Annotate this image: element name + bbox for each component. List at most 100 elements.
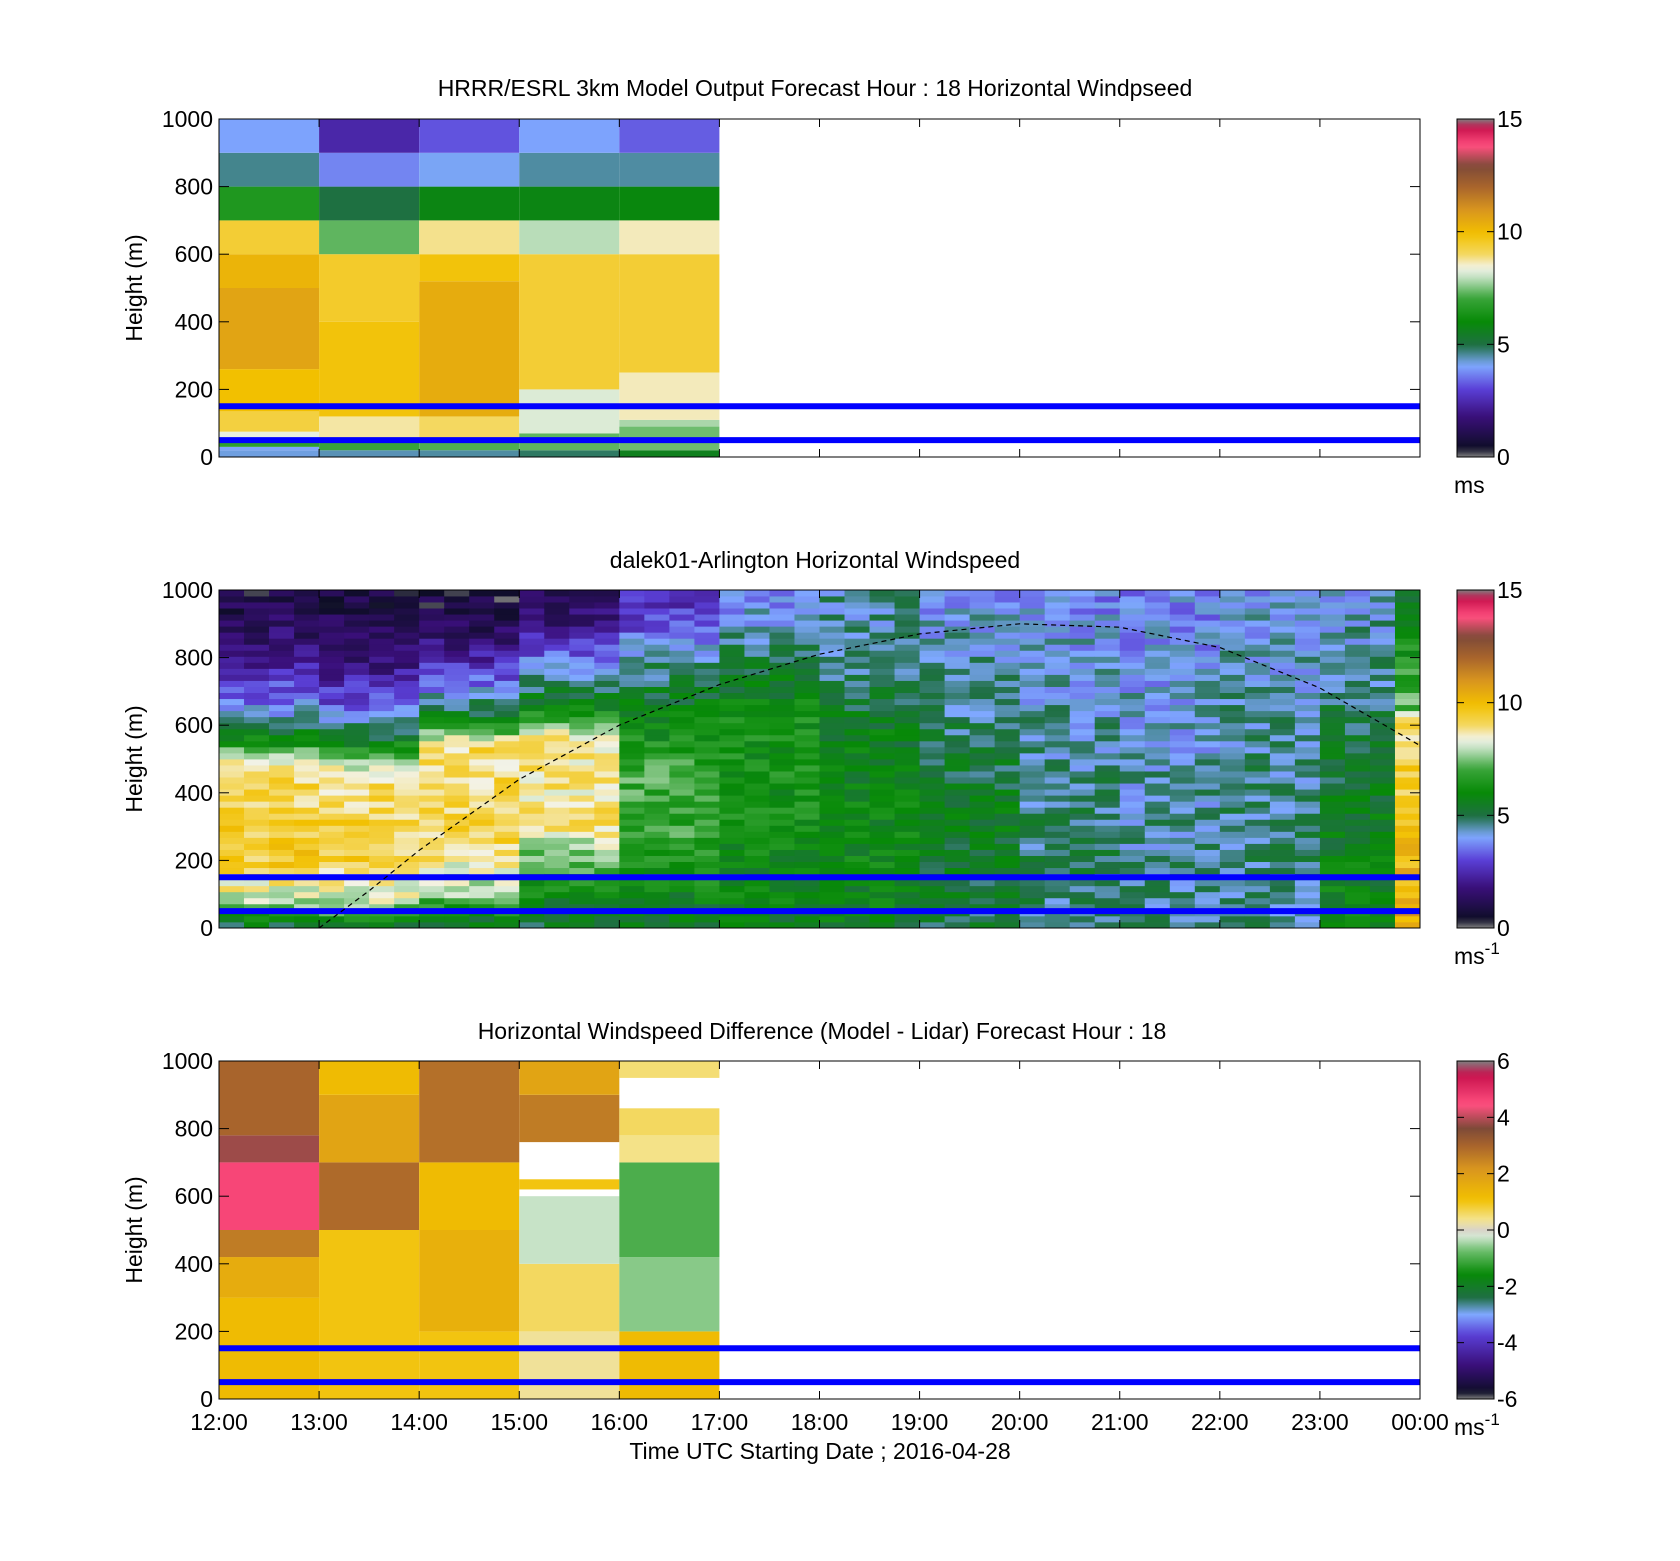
- heatmap-cell-5-15: [344, 831, 370, 838]
- heatmap-cell-15-54: [594, 596, 620, 603]
- heatmap-cell-19-48: [694, 632, 720, 639]
- heatmap-cell-39-29: [1194, 746, 1221, 754]
- heatmap-cell-39-24: [1194, 777, 1221, 784]
- heatmap-cell-46-21: [1369, 795, 1396, 802]
- heatmap-cell-15-16: [594, 825, 620, 832]
- heatmap-cell-30-41: [969, 674, 996, 681]
- heatmap-cell-19-7: [694, 879, 720, 887]
- heatmap-cell-14-9: [569, 867, 595, 875]
- heatmap-cell-30-38: [969, 692, 996, 700]
- heatmap-cell-47-15: [1394, 831, 1421, 838]
- heatmap-cell-43-37: [1294, 698, 1321, 706]
- heatmap-cell-31-44: [994, 656, 1021, 663]
- heatmap-cell-8-1: [419, 915, 445, 923]
- heatmap-cell-18-32: [669, 728, 695, 736]
- heatmap-cell-37-43: [1144, 662, 1171, 669]
- heatmap-cell-12-20: [519, 801, 545, 808]
- heatmap-cell-36-48: [1119, 632, 1146, 639]
- heatmap-cell-28-6: [919, 885, 945, 893]
- heatmap-cell-15-51: [594, 614, 620, 621]
- heatmap-cell-46-44: [1369, 656, 1396, 663]
- heatmap-cell-30-7: [969, 879, 996, 887]
- heatmap-cell-0-6: [219, 885, 245, 893]
- heatmap-cell-37-35: [1144, 710, 1171, 718]
- heatmap-cell-30-32: [969, 728, 996, 736]
- heatmap-cell-17-43: [644, 662, 670, 669]
- heatmap-cell-7-5: [394, 891, 420, 899]
- heatmap-cell-8-30: [419, 740, 445, 748]
- heatmap-cell-44-14: [1319, 837, 1346, 844]
- heatmap-cell-23-13: [794, 843, 820, 850]
- heatmap-cell-5-3: [344, 903, 370, 911]
- heatmap-cell-4-30: [319, 740, 345, 748]
- heatmap-cell-40-10: [1219, 861, 1246, 869]
- heatmap-cell-32-19: [1019, 807, 1046, 814]
- heatmap-cell-1-3: [319, 1061, 420, 1095]
- heatmap-cell-19-13: [694, 843, 720, 850]
- heatmap-cell-31-4: [994, 897, 1021, 905]
- heatmap-cell-42-12: [1269, 849, 1296, 856]
- heatmap-cell-45-46: [1344, 644, 1371, 651]
- heatmap-cell-18-51: [669, 614, 695, 621]
- heatmap-cell-46-20: [1369, 801, 1396, 808]
- heatmap-cell-9-30: [444, 740, 470, 748]
- heatmap-cell-39-1: [1194, 915, 1221, 923]
- heatmap-cell-9-28: [444, 752, 470, 760]
- heatmap-cell-39-35: [1194, 710, 1221, 718]
- heatmap-cell-0-55: [219, 590, 245, 597]
- heatmap-cell-33-32: [1044, 728, 1071, 736]
- heatmap-cell-17-1: [644, 915, 670, 923]
- heatmap-cell-25-26: [844, 765, 870, 772]
- heatmap-cell-23-40: [794, 680, 820, 687]
- heatmap-cell-28-31: [919, 734, 945, 742]
- heatmap-cell-47-1: [1394, 915, 1421, 923]
- heatmap-cell-31-40: [994, 680, 1021, 687]
- heatmap-cell-34-39: [1069, 686, 1096, 694]
- heatmap-cell-30-11: [969, 855, 996, 863]
- heatmap-cell-24-45: [819, 650, 845, 657]
- heatmap-cell-25-7: [844, 879, 870, 887]
- heatmap-cell-25-23: [844, 783, 870, 790]
- heatmap-cell-22-7: [769, 879, 795, 887]
- heatmap-cell-37-19: [1144, 807, 1171, 814]
- heatmap-cell-14-19: [569, 807, 595, 814]
- heatmap-cell-45-35: [1344, 710, 1371, 718]
- heatmap-cell-36-51: [1119, 614, 1146, 621]
- heatmap-cell-40-40: [1219, 680, 1246, 687]
- heatmap-cell-45-34: [1344, 716, 1371, 724]
- heatmap-cell-25-29: [844, 746, 870, 754]
- heatmap-cell-20-22: [719, 789, 745, 796]
- heatmap-cell-35-28: [1094, 752, 1121, 760]
- heatmap-cell-18-40: [669, 680, 695, 687]
- heatmap-cell-37-32: [1144, 728, 1171, 736]
- heatmap-cell-13-55: [544, 590, 570, 597]
- heatmap-cell-4-9: [319, 867, 345, 875]
- heatmap-cell-15-13: [594, 843, 620, 850]
- heatmap-cell-40-24: [1219, 777, 1246, 784]
- heatmap-cell-33-52: [1044, 608, 1071, 615]
- heatmap-cell-21-48: [744, 632, 770, 639]
- heatmap-cell-14-44: [569, 656, 595, 663]
- y-tick-label: 0: [200, 1386, 213, 1412]
- heatmap-cell-40-28: [1219, 752, 1246, 760]
- heatmap-cell-11-29: [494, 746, 520, 754]
- heatmap-cell-13-14: [544, 837, 570, 844]
- heatmap-cell-27-50: [894, 620, 920, 627]
- heatmap-cell-29-42: [944, 668, 971, 675]
- heatmap-cell-2-1: [269, 915, 295, 923]
- heatmap-cell-14-4: [569, 897, 595, 905]
- heatmap-cell-39-37: [1194, 698, 1221, 706]
- heatmap-cell-26-28: [869, 752, 895, 760]
- heatmap-cell-28-19: [919, 807, 945, 814]
- heatmap-cell-36-13: [1119, 843, 1146, 850]
- heatmap-cell-10-0: [469, 921, 495, 929]
- heatmap-cell-2-9: [269, 867, 295, 875]
- heatmap-cell-47-37: [1394, 698, 1421, 706]
- heatmap-cell-14-51: [569, 614, 595, 621]
- heatmap-cell-35-0: [1094, 921, 1121, 929]
- heatmap-cell-40-30: [1219, 740, 1246, 748]
- heatmap-cell-17-37: [644, 698, 670, 706]
- heatmap-cell-28-7: [919, 879, 945, 887]
- heatmap-cell-3-0: [519, 1331, 620, 1399]
- heatmap-cell-16-17: [619, 819, 645, 826]
